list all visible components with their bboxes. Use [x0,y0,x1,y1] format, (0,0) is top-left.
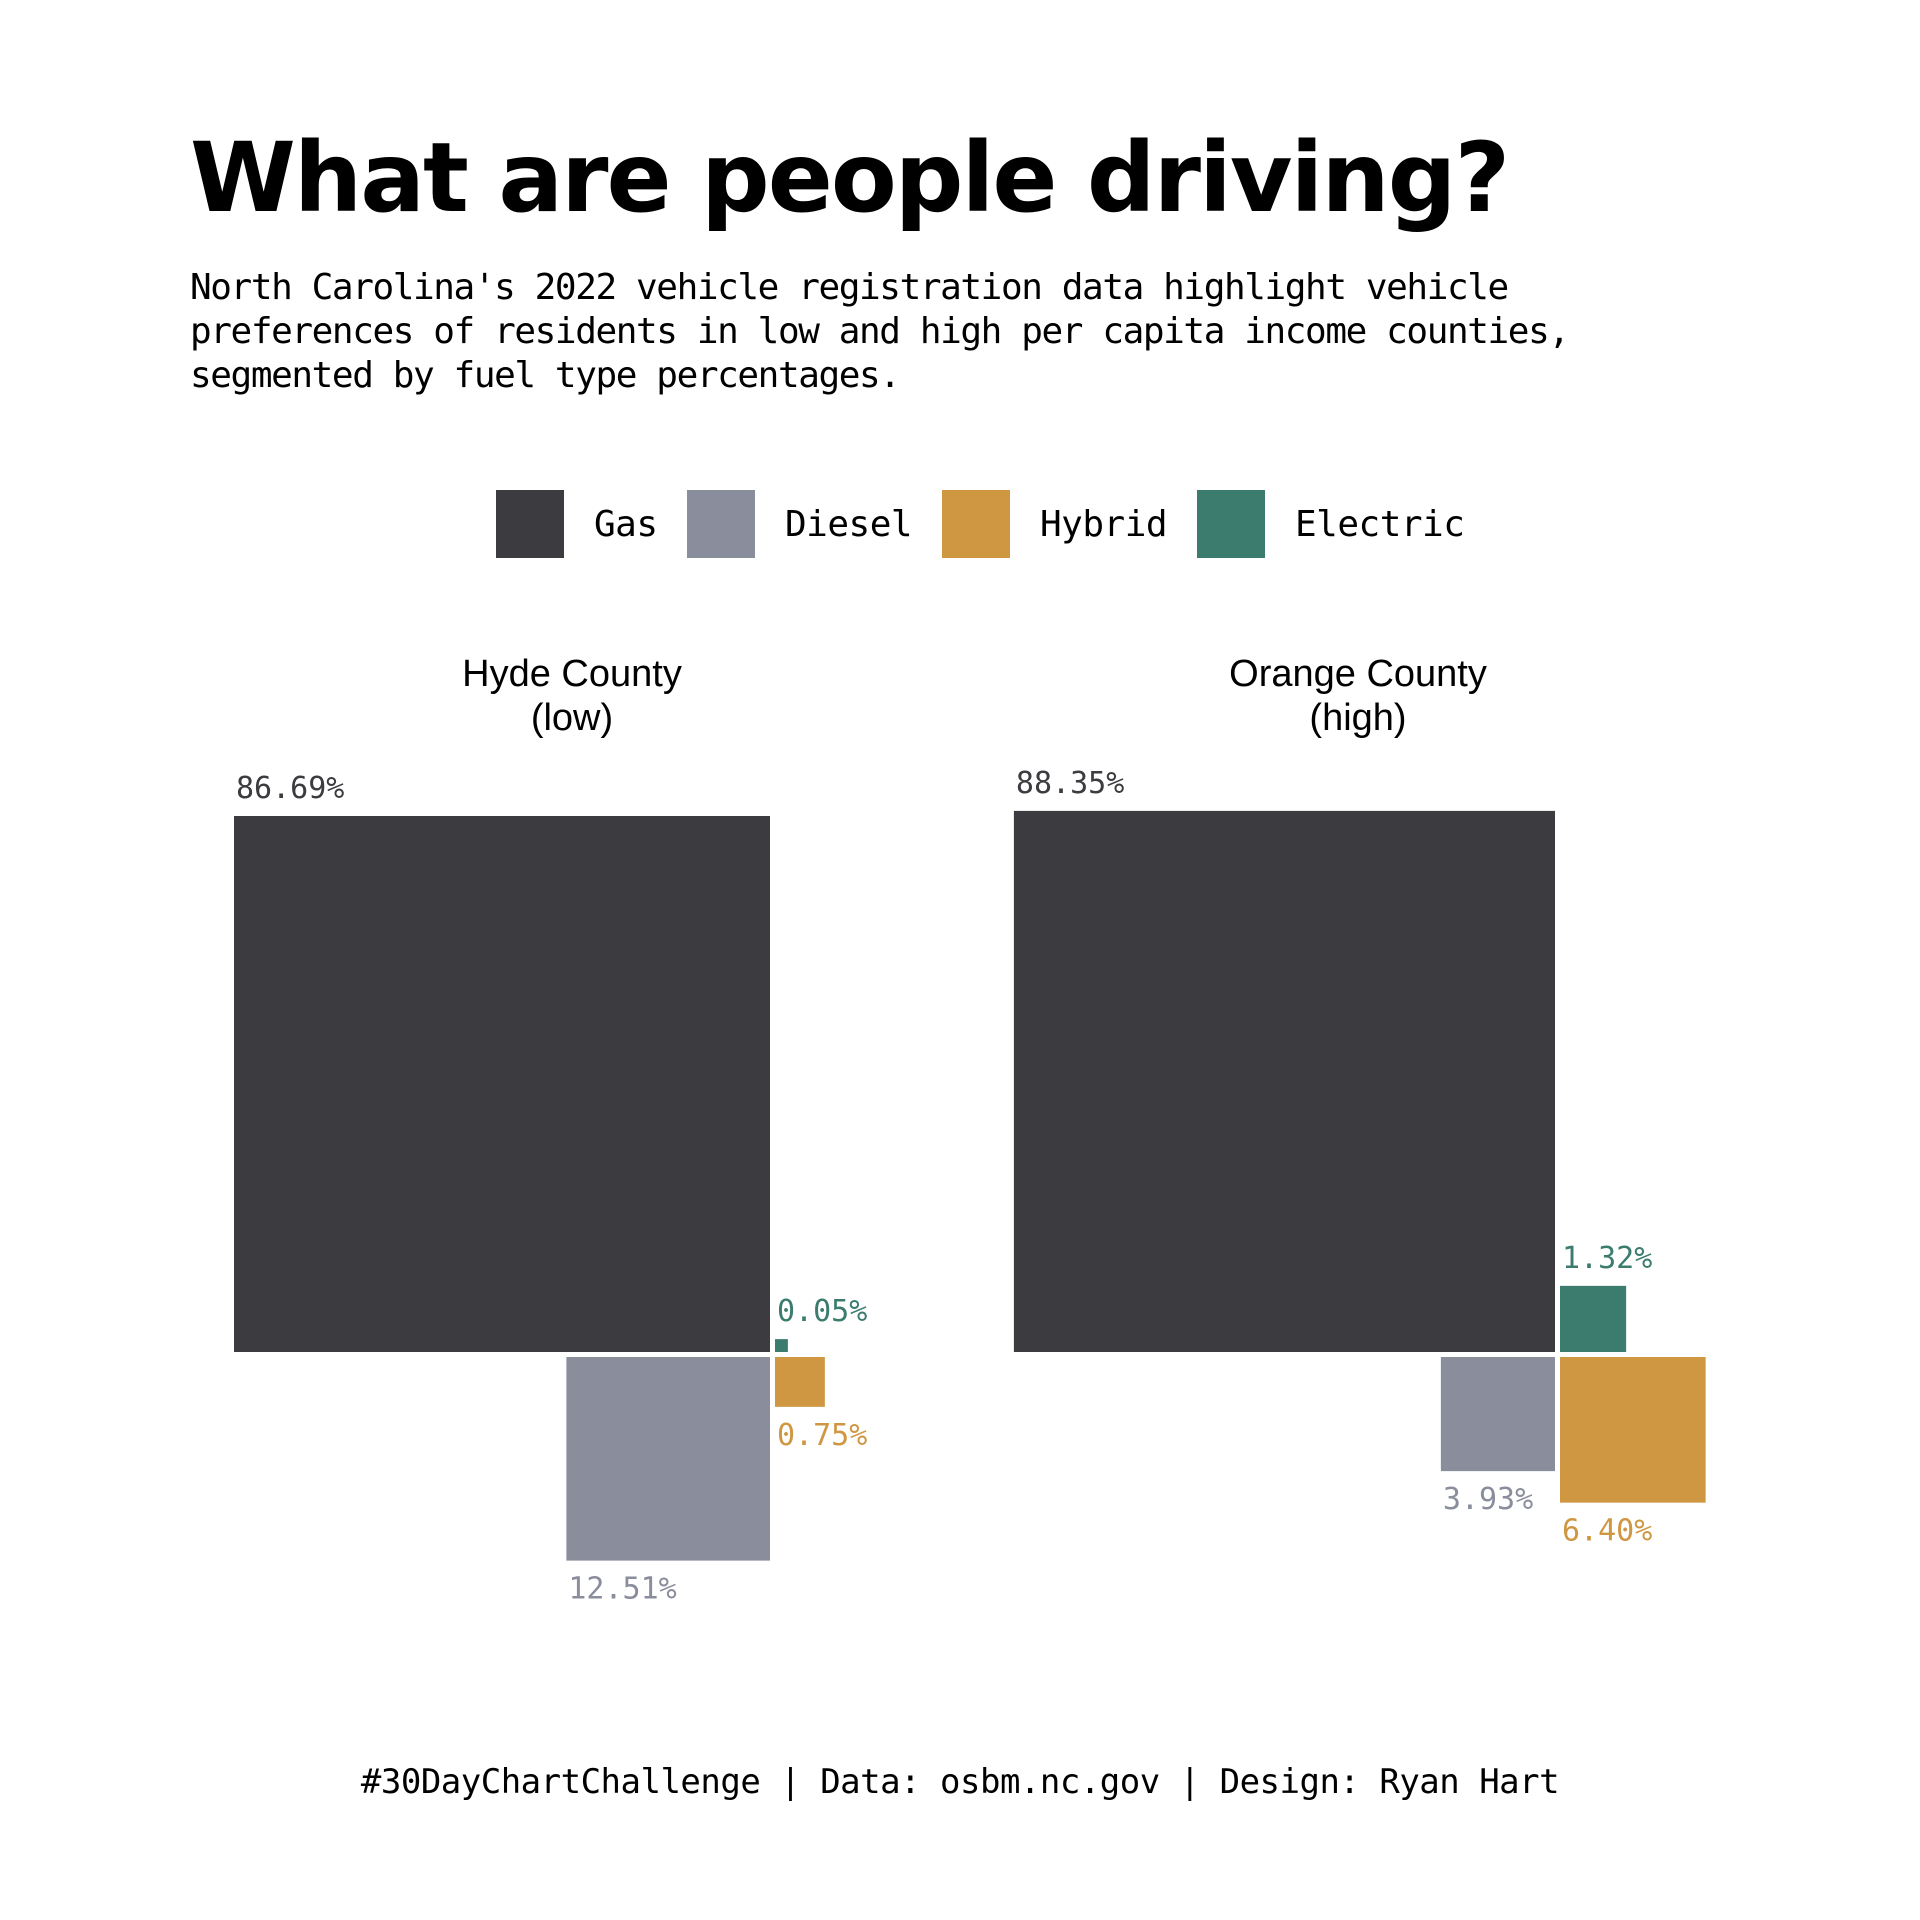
chart-subtitle: North Carolina's 2022 vehicle registrati… [190,266,1890,398]
label-electric-orange: 1.32% [1562,1241,1652,1276]
legend-swatch-hybrid [942,490,1010,558]
legend-item-diesel: Diesel [687,490,913,558]
legend-label-electric: Electric [1295,503,1465,545]
bar-gas-hyde [234,816,770,1352]
legend: Gas Diesel Hybrid Electric [0,490,1920,560]
label-diesel-orange: 3.93% [1443,1482,1533,1517]
bar-gas-orange [1013,810,1555,1352]
label-hybrid-hyde: 0.75% [777,1418,867,1453]
label-hybrid-orange: 6.40% [1562,1514,1652,1549]
bar-diesel-orange [1440,1357,1555,1472]
legend-swatch-electric [1197,490,1265,558]
bar-electric-hyde [775,1339,788,1352]
legend-label-gas: Gas [594,503,658,545]
subtitle-line-2: preferences of residents in low and high… [190,311,1570,352]
bar-hybrid-orange [1560,1357,1706,1503]
panel-title-orange-line-1: Orange County [1229,653,1487,695]
panel-title-hyde-line-2: (low) [530,697,614,739]
footer-credits: #30DayChartChallenge | Data: osbm.nc.gov… [360,1762,1560,1802]
label-gas-hyde: 86.69% [236,771,344,806]
bar-hybrid-hyde [775,1357,825,1407]
bar-electric-orange [1560,1285,1627,1352]
label-gas-orange: 88.35% [1016,766,1124,801]
legend-item-gas: Gas [496,490,658,558]
subtitle-line-3: segmented by fuel type percentages. [190,355,901,396]
label-diesel-hyde: 12.51% [568,1572,676,1607]
legend-label-hybrid: Hybrid [1040,503,1168,545]
chart-title: What are people driving? [190,122,1510,234]
panel-title-orange: Orange County (high) [1108,652,1608,740]
legend-swatch-diesel [687,490,755,558]
label-electric-hyde: 0.05% [777,1294,867,1329]
legend-item-hybrid: Hybrid [942,490,1168,558]
bar-diesel-hyde [566,1357,770,1561]
legend-label-diesel: Diesel [785,503,913,545]
legend-swatch-gas [496,490,564,558]
panel-title-hyde-line-1: Hyde County [462,653,682,695]
panel-title-orange-line-2: (high) [1309,697,1407,739]
subtitle-line-1: North Carolina's 2022 vehicle registrati… [190,267,1509,308]
panel-title-hyde: Hyde County (low) [322,652,822,740]
legend-item-electric: Electric [1197,490,1465,558]
